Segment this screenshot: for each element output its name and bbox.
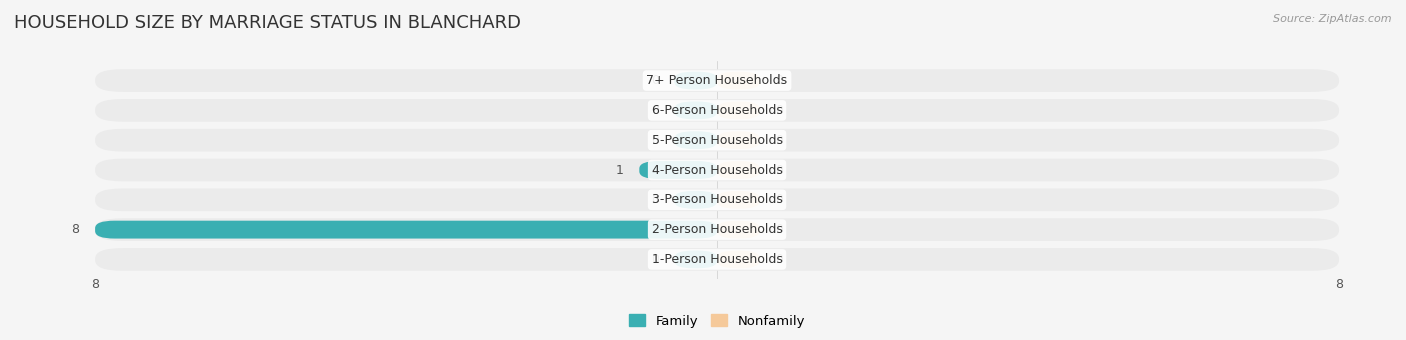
Text: 0: 0 xyxy=(775,104,783,117)
FancyBboxPatch shape xyxy=(675,131,717,149)
Text: 1: 1 xyxy=(616,164,624,176)
Text: 0: 0 xyxy=(651,74,659,87)
FancyBboxPatch shape xyxy=(96,129,1339,152)
Text: 0: 0 xyxy=(775,253,783,266)
FancyBboxPatch shape xyxy=(675,191,717,209)
Text: 0: 0 xyxy=(651,134,659,147)
Text: 8: 8 xyxy=(1336,278,1343,291)
FancyBboxPatch shape xyxy=(675,72,717,89)
FancyBboxPatch shape xyxy=(96,248,1339,271)
FancyBboxPatch shape xyxy=(717,221,759,239)
FancyBboxPatch shape xyxy=(717,72,759,89)
FancyBboxPatch shape xyxy=(96,69,1339,92)
Text: 5-Person Households: 5-Person Households xyxy=(651,134,783,147)
Text: 0: 0 xyxy=(651,193,659,206)
Text: 0: 0 xyxy=(775,74,783,87)
Text: 6-Person Households: 6-Person Households xyxy=(651,104,783,117)
FancyBboxPatch shape xyxy=(717,161,759,179)
FancyBboxPatch shape xyxy=(675,101,717,119)
FancyBboxPatch shape xyxy=(96,159,1339,181)
Text: 2-Person Households: 2-Person Households xyxy=(651,223,783,236)
Text: 4-Person Households: 4-Person Households xyxy=(651,164,783,176)
FancyBboxPatch shape xyxy=(717,131,759,149)
Text: 7+ Person Households: 7+ Person Households xyxy=(647,74,787,87)
Text: HOUSEHOLD SIZE BY MARRIAGE STATUS IN BLANCHARD: HOUSEHOLD SIZE BY MARRIAGE STATUS IN BLA… xyxy=(14,14,522,32)
Text: 0: 0 xyxy=(775,134,783,147)
Text: 0: 0 xyxy=(775,164,783,176)
FancyBboxPatch shape xyxy=(96,188,1339,211)
FancyBboxPatch shape xyxy=(96,221,717,239)
Text: 0: 0 xyxy=(775,193,783,206)
FancyBboxPatch shape xyxy=(675,251,717,268)
Text: 8: 8 xyxy=(91,278,98,291)
Text: 1-Person Households: 1-Person Households xyxy=(651,253,783,266)
Text: 0: 0 xyxy=(651,253,659,266)
Text: 0: 0 xyxy=(651,104,659,117)
FancyBboxPatch shape xyxy=(717,251,759,268)
FancyBboxPatch shape xyxy=(640,161,717,179)
FancyBboxPatch shape xyxy=(96,218,1339,241)
Text: 3-Person Households: 3-Person Households xyxy=(651,193,783,206)
FancyBboxPatch shape xyxy=(717,101,759,119)
FancyBboxPatch shape xyxy=(717,191,759,209)
Text: 8: 8 xyxy=(72,223,80,236)
Text: 0: 0 xyxy=(775,223,783,236)
Legend: Family, Nonfamily: Family, Nonfamily xyxy=(624,309,810,333)
Text: Source: ZipAtlas.com: Source: ZipAtlas.com xyxy=(1274,14,1392,23)
FancyBboxPatch shape xyxy=(96,99,1339,122)
